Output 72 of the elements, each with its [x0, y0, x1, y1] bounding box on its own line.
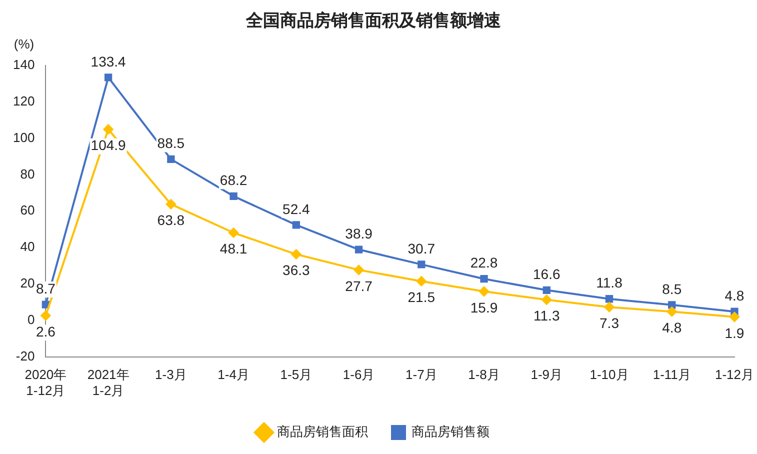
legend-label: 商品房销售面积: [277, 424, 368, 440]
y-tick-label: 80: [20, 166, 35, 182]
y-axis-title: (%): [14, 36, 34, 52]
legend-label: 商品房销售额: [412, 424, 490, 440]
point: [729, 312, 740, 322]
y-tick-label: 0: [27, 312, 35, 327]
x-tick-label: 1-8月: [468, 367, 500, 382]
point: [228, 228, 239, 238]
y-tick-label: 100: [12, 130, 35, 145]
data-label: 2.6: [36, 324, 56, 340]
data-label: 16.6: [533, 266, 560, 282]
data-label: 4.8: [662, 319, 682, 336]
point: [40, 310, 51, 321]
data-label: 27.7: [345, 278, 373, 294]
x-tick-label: 1-10月: [590, 367, 629, 382]
chart-title: 全国商品房销售面积及销售额增速: [245, 10, 501, 30]
y-tick-label: 60: [20, 202, 35, 218]
x-tick-label: 2020年 1-12月: [24, 367, 67, 398]
data-label: 7.3: [600, 314, 620, 331]
point: [42, 300, 50, 308]
y-tick-label: 40: [20, 239, 35, 254]
data-label: 88.5: [157, 135, 185, 152]
data-label: 8.7: [36, 280, 56, 296]
data-label: 38.9: [345, 225, 373, 242]
data-label: 30.7: [408, 240, 436, 256]
point: [291, 249, 302, 260]
x-tick-label: 1-5月: [280, 367, 312, 382]
y-tick-label: -20: [16, 348, 35, 364]
x-tick-label: 1-7月: [406, 367, 438, 382]
data-label: 52.4: [282, 200, 310, 217]
point: [668, 301, 676, 309]
data-label: 1.9: [724, 324, 744, 341]
data-label: 104.9: [90, 137, 126, 154]
point: [605, 295, 614, 303]
x-tick-label: 1-4月: [218, 367, 250, 382]
data-label: 8.5: [662, 280, 682, 297]
x-tick-label: 1-11月: [652, 367, 691, 382]
data-label: 133.4: [90, 53, 126, 70]
point: [604, 302, 614, 312]
point: [354, 246, 363, 254]
point: [542, 294, 552, 305]
x-tick-label: 1-12月: [714, 367, 754, 382]
x-tick-label: 1-9月: [530, 367, 563, 382]
point: [104, 74, 112, 82]
data-label: 4.8: [724, 287, 744, 304]
y-tick-label: 20: [20, 276, 35, 291]
data-label: 68.2: [220, 172, 248, 188]
y-tick-label: 140: [12, 56, 35, 72]
data-label: 22.8: [470, 254, 498, 271]
point: [542, 286, 550, 294]
point: [292, 221, 300, 229]
y-tick-label: 120: [12, 93, 35, 108]
point: [416, 276, 426, 286]
point: [166, 199, 176, 210]
data-label: 15.9: [470, 299, 498, 316]
data-label: 11.3: [534, 308, 560, 324]
point: [354, 264, 364, 275]
point: [480, 275, 488, 283]
data-label: 11.8: [596, 274, 623, 291]
point: [418, 260, 426, 268]
x-tick-label: 1-6月: [342, 367, 375, 382]
point: [103, 124, 114, 134]
data-label: 36.3: [282, 262, 310, 278]
point: [479, 286, 490, 296]
x-tick-label: 1-3月: [155, 367, 187, 382]
x-tick-label: 2021年 1-2月: [87, 367, 130, 398]
point: [167, 155, 175, 164]
data-label: 21.5: [408, 289, 436, 306]
data-label: 63.8: [157, 212, 185, 228]
data-label: 48.1: [220, 240, 248, 257]
point: [230, 192, 238, 200]
point: [666, 306, 677, 317]
